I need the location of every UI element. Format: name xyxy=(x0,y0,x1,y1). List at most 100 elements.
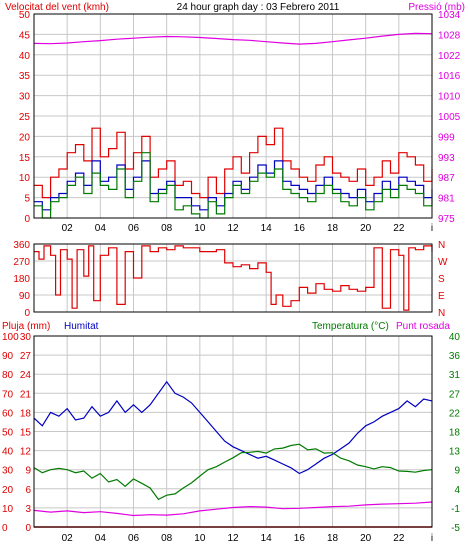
rain-humidity-temp-panel: Pluja (mm) Humitat Temperatura (°C) Punt… xyxy=(2,321,460,544)
wind-speed-tick-label: 0 xyxy=(24,214,30,225)
wind-speed-tick-label: 40 xyxy=(19,51,31,62)
x-tick-label: 06 xyxy=(128,533,140,544)
rain-humidity-temp-x-tick-labels: 02 04 06 08 10 12 14 16 18 20 22 i xyxy=(62,533,434,544)
x-tick-label: 08 xyxy=(161,533,173,544)
humidity-tick-label: 21 xyxy=(20,389,32,400)
temperature-tick-label: 13 xyxy=(449,447,461,458)
temperature-tick-label: 40 xyxy=(449,332,461,343)
pressure-tick-label: 999 xyxy=(438,132,455,143)
compass-label: N xyxy=(438,308,445,319)
dew-point-line xyxy=(33,501,433,517)
x-tick-label: 04 xyxy=(95,533,107,544)
pressure-tick-label: 1022 xyxy=(438,51,461,62)
wind-speed-tick-label: 20 xyxy=(19,132,31,143)
pressure-tick-label: 1016 xyxy=(438,71,461,82)
x-tick-label: i xyxy=(431,223,433,234)
wind-direction-tick-label: 90 xyxy=(19,291,31,302)
rain-tick-label: 30 xyxy=(2,466,14,477)
pressure-tick-label: 1005 xyxy=(438,112,461,123)
compass-label: E xyxy=(438,291,445,302)
pressure-tick-label: 1028 xyxy=(438,30,461,41)
wind-speed-tick-label: 25 xyxy=(19,112,31,123)
wind-direction-tick-labels: 0 90 180 270 360 xyxy=(13,240,30,319)
humidity-tick-label: 12 xyxy=(20,447,32,458)
rain-tick-label: 90 xyxy=(2,351,14,362)
wind-pressure-frame xyxy=(33,13,433,219)
x-tick-label: 08 xyxy=(161,223,173,234)
humidity-tick-label: 9 xyxy=(25,466,31,477)
rain-tick-label: 80 xyxy=(2,370,14,381)
wind-speed-tick-label: 15 xyxy=(19,153,31,164)
temperature-tick-label: 36 xyxy=(449,351,461,362)
wind-direction-tick-label: 0 xyxy=(24,308,30,319)
temperature-tick-label: 4 xyxy=(454,485,460,496)
x-tick-label: 22 xyxy=(393,533,405,544)
wind-speed-tick-label: 10 xyxy=(19,173,31,184)
temperature-tick-labels: -5 -1 4 9 13 18 22 27 31 36 40 xyxy=(449,332,461,534)
x-tick-label: i xyxy=(431,533,433,544)
x-tick-label: 10 xyxy=(194,223,206,234)
x-tick-label: 14 xyxy=(261,223,273,234)
wind-pressure-panel: Velocitat del vent (kmh) 24 hour graph d… xyxy=(5,2,465,234)
pressure-tick-label: 975 xyxy=(438,214,455,225)
temperature-tick-label: 9 xyxy=(454,466,460,477)
chart-title: 24 hour graph day : 03 Febrero 2011 xyxy=(177,2,340,13)
wind-speed-tick-label: 35 xyxy=(19,71,31,82)
humidity-line xyxy=(33,380,433,475)
temperature-tick-label: 22 xyxy=(449,408,461,419)
humidity-tick-label: 18 xyxy=(20,408,32,419)
x-tick-label: 16 xyxy=(294,533,306,544)
wind-speed-axis-label: Velocitat del vent (kmh) xyxy=(5,2,109,13)
temperature-tick-label: 31 xyxy=(449,370,461,381)
x-tick-label: 18 xyxy=(327,223,339,234)
humidity-tick-label: 15 xyxy=(20,428,32,439)
rain-tick-label: 50 xyxy=(2,428,14,439)
compass-label: W xyxy=(438,257,448,268)
x-tick-label: 12 xyxy=(227,223,239,234)
humidity-tick-labels: 0 3 6 9 12 15 18 21 24 27 30 xyxy=(20,332,32,534)
humidity-axis-label: Humitat xyxy=(64,321,99,332)
rain-tick-label: 20 xyxy=(2,485,14,496)
rain-axis-label: Pluja (mm) xyxy=(2,321,50,332)
temperature-tick-label: -1 xyxy=(451,504,460,515)
pressure-tick-label: 1034 xyxy=(438,10,461,21)
wind-pressure-series xyxy=(33,32,433,219)
x-tick-label: 20 xyxy=(360,223,372,234)
rain-tick-label: 70 xyxy=(2,389,14,400)
wind-direction-tick-label: 270 xyxy=(13,257,30,268)
pressure-tick-label: 1010 xyxy=(438,92,461,103)
x-tick-label: 20 xyxy=(360,533,372,544)
wind-speed-tick-label: 50 xyxy=(19,10,31,21)
rain-tick-label: 10 xyxy=(2,504,14,515)
humidity-tick-label: 3 xyxy=(25,504,31,515)
wind-speed-tick-label: 30 xyxy=(19,92,31,103)
temperature-tick-label: 27 xyxy=(449,389,461,400)
pressure-tick-label: 981 xyxy=(438,194,455,205)
x-tick-label: 06 xyxy=(128,223,140,234)
wind-direction-line xyxy=(34,245,433,311)
wind-speed-tick-label: 45 xyxy=(19,30,31,41)
humidity-tick-label: 0 xyxy=(25,523,31,534)
temperature-tick-label: 18 xyxy=(449,428,461,439)
wind-pressure-x-tick-labels: 02 04 06 08 10 12 14 16 18 20 22 i xyxy=(62,223,434,234)
humidity-tick-label: 27 xyxy=(20,351,32,362)
humidity-tick-label: 6 xyxy=(25,485,31,496)
pressure-tick-labels: 975 981 987 993 999 1005 1010 1016 1022 1028 1034 xyxy=(438,10,461,225)
x-tick-label: 10 xyxy=(194,533,206,544)
x-tick-label: 12 xyxy=(227,533,239,544)
wind-speed-line xyxy=(34,152,433,219)
x-tick-label: 04 xyxy=(95,223,107,234)
x-tick-label: 02 xyxy=(62,533,74,544)
temperature-axis-label: Temperatura (°C) xyxy=(312,321,389,332)
rain-tick-label: 40 xyxy=(2,447,14,458)
pressure-tick-label: 993 xyxy=(438,153,455,164)
wind-direction-tick-label: 360 xyxy=(13,240,30,251)
wind-direction-series xyxy=(34,245,433,311)
rain-tick-labels: 0 10 20 30 40 50 60 70 80 90 100 xyxy=(2,332,19,534)
wind-direction-tick-label: 180 xyxy=(13,274,30,285)
rain-tick-label: 100 xyxy=(2,332,19,343)
rain-tick-label: 0 xyxy=(2,523,8,534)
rain-humidity-temp-frame xyxy=(33,335,433,528)
